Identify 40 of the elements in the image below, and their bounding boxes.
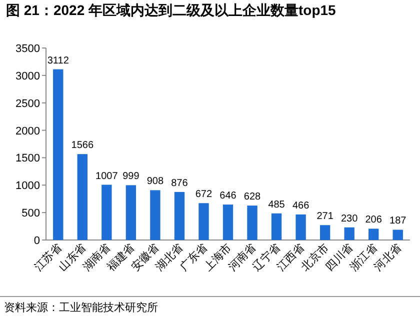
bar [368,228,379,240]
bar [77,154,88,240]
data-label: 3112 [47,55,70,66]
data-label: 876 [171,178,188,189]
y-tick-label: 1000 [16,180,40,192]
y-tick-label: 500 [22,208,40,220]
y-tick-label: 2500 [16,98,40,110]
y-tick-label: 2000 [16,125,40,138]
bar [53,69,64,240]
bar [126,185,136,240]
data-label: 628 [244,192,262,203]
data-label: 466 [292,200,310,212]
data-label: 646 [220,190,237,202]
bar [247,206,258,240]
bar [102,184,112,240]
y-tick-label: 3000 [16,70,40,82]
data-label: 672 [195,189,213,200]
data-label: 230 [340,213,358,224]
data-label: 271 [316,211,334,222]
data-label: 908 [146,176,164,188]
text: 资料来源：工业智能技术研究所 [4,300,158,315]
data-label: 485 [268,199,286,210]
data-label: 206 [365,214,382,226]
data-label: 999 [122,171,140,182]
bar [296,214,306,240]
bar [222,204,234,240]
y-tick-label: 3500 [16,43,40,55]
bar [271,213,282,240]
y-tick-label: 1500 [16,152,40,165]
bar [198,203,209,240]
data-label: 1566 [71,140,94,152]
bar [150,190,160,240]
bar [174,192,185,240]
data-label: 1007 [96,170,118,182]
bar [320,225,330,240]
chart-title: 图 21：2022 年区域内达到二级及以上企业数量top15 [6,2,337,19]
data-label: 187 [390,216,407,227]
bar [344,227,354,240]
y-tick-label: 0 [34,235,40,247]
bar [392,230,403,240]
